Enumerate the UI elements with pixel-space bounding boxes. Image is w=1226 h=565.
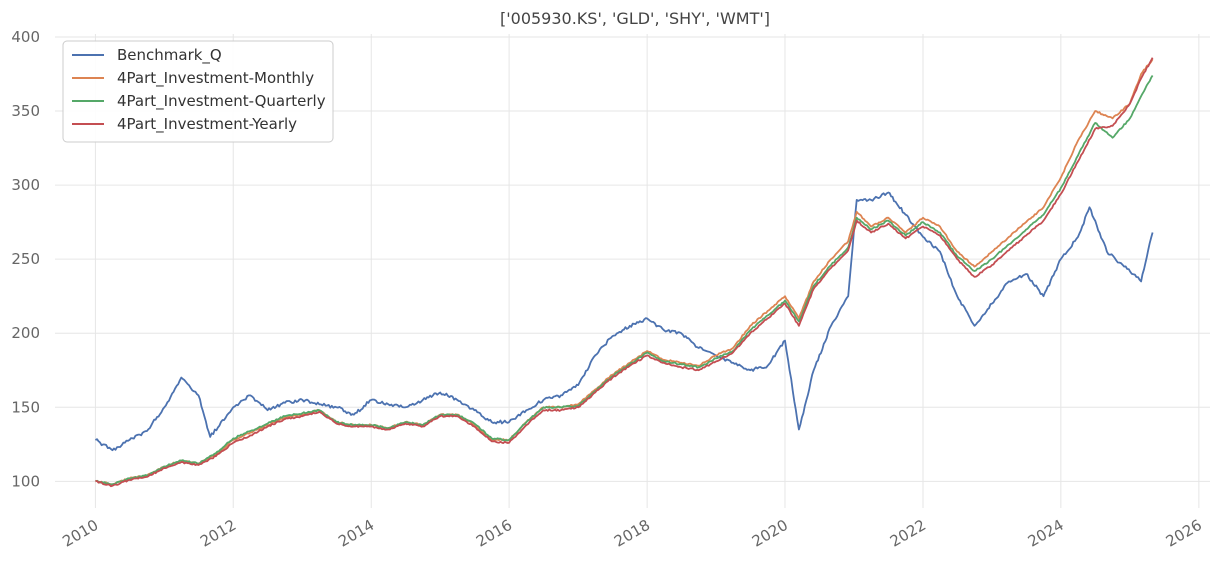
x-tick-label: 2012 <box>197 516 239 551</box>
x-tick-label: 2026 <box>1163 516 1205 551</box>
y-tick-label: 100 <box>11 472 40 490</box>
x-tick-label: 2014 <box>335 516 377 551</box>
legend-label: 4Part_Investment-Yearly <box>117 115 297 134</box>
series-line-1 <box>95 58 1154 486</box>
x-tick-label: 2018 <box>611 516 653 551</box>
y-tick-label: 200 <box>11 324 40 342</box>
series-line-3 <box>95 57 1154 488</box>
x-tick-label: 2020 <box>749 516 791 551</box>
series-line-0 <box>95 191 1154 452</box>
x-tick-label: 2024 <box>1025 516 1067 551</box>
legend-label: Benchmark_Q <box>117 46 222 65</box>
y-tick-label: 400 <box>11 28 40 46</box>
legend: Benchmark_Q 4Part_Investment-Monthly 4Part… <box>62 40 334 143</box>
legend-box <box>62 40 334 143</box>
y-tick-label: 350 <box>11 102 40 120</box>
y-tick-label: 300 <box>11 176 40 194</box>
legend-label: 4Part_Investment-Quarterly <box>117 92 326 111</box>
series-layer <box>95 57 1154 488</box>
y-tick-label: 150 <box>11 398 40 416</box>
y-tick-label: 250 <box>11 250 40 268</box>
x-tick-label: 2010 <box>59 516 101 551</box>
x-tick-label: 2022 <box>887 516 929 551</box>
x-tick-label: 2016 <box>473 516 515 551</box>
legend-label: 4Part_Investment-Monthly <box>117 69 314 88</box>
chart-title: ['005930.KS', 'GLD', 'SHY', 'WMT'] <box>500 9 770 28</box>
